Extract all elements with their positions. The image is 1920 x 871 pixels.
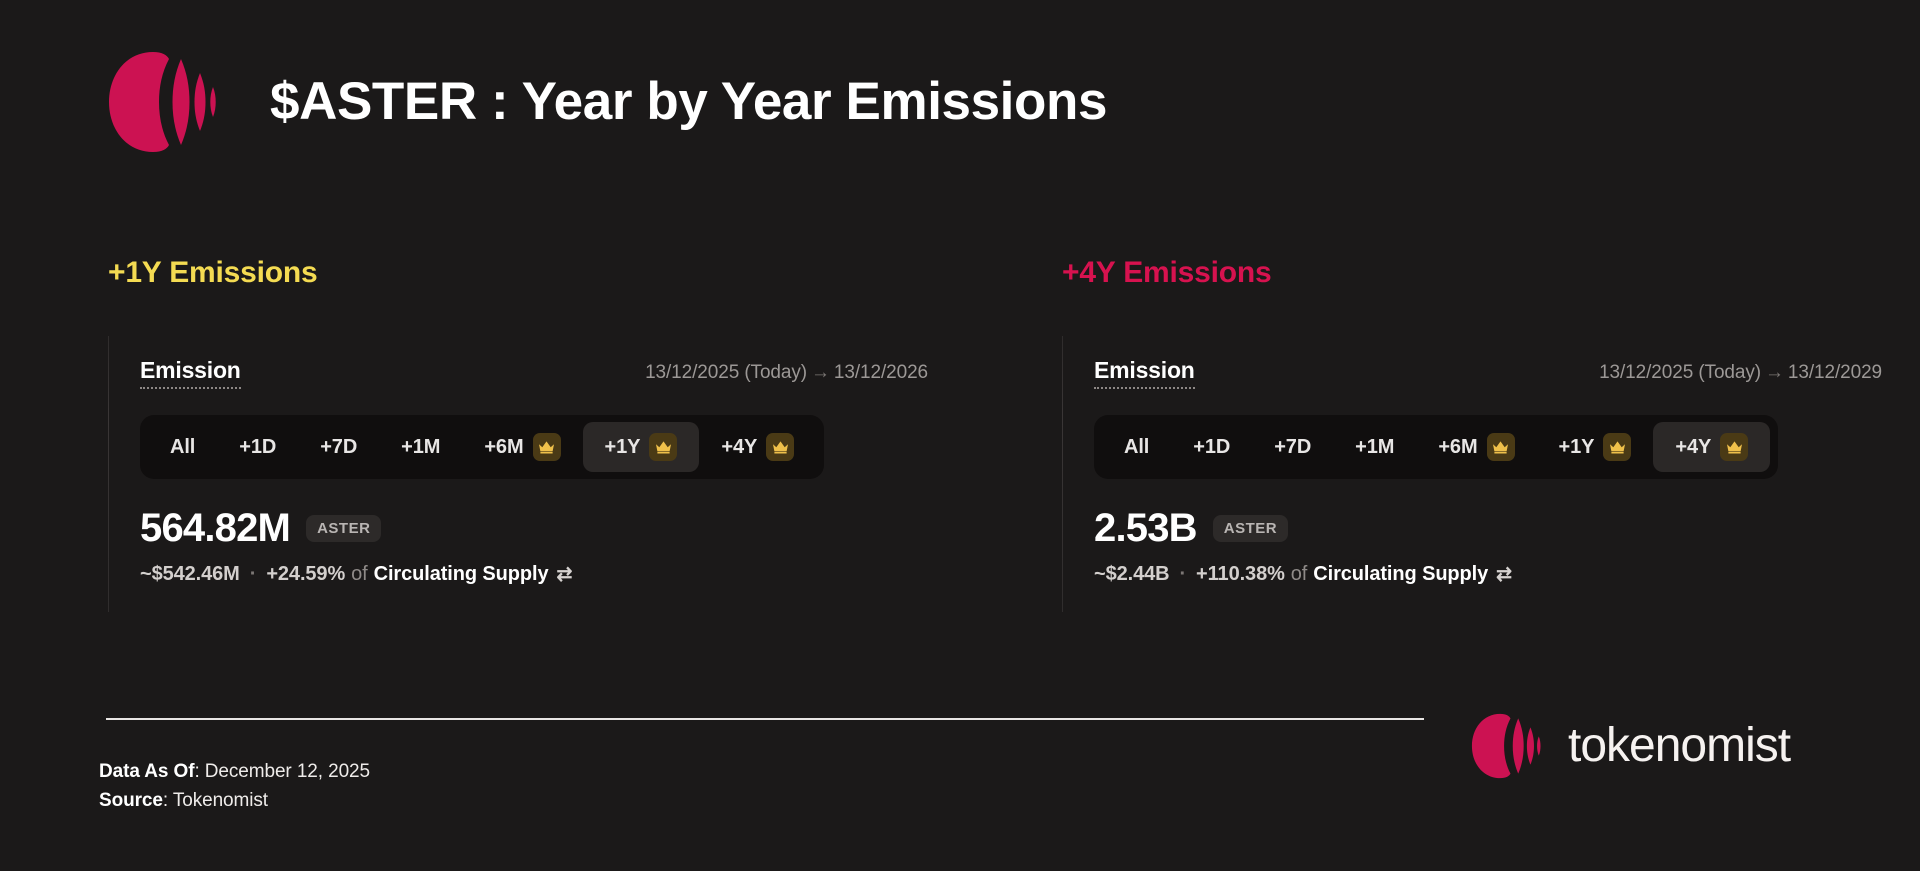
crown-icon: [1486, 433, 1515, 462]
tab-label: +1D: [1193, 435, 1231, 458]
value-row-4y: 2.53B ASTER: [1094, 507, 1882, 549]
metric-label-1y[interactable]: Emission: [140, 358, 241, 390]
tab-label: +6M: [484, 435, 524, 458]
tab-1d-1y[interactable]: +1D: [217, 425, 298, 470]
date-range-4y: 13/12/2025 (Today) → 13/12/2029: [1599, 362, 1882, 384]
tab-label: +6M: [1438, 435, 1478, 458]
tab-6m-1y[interactable]: +6M: [462, 422, 582, 472]
date-from-4y: 13/12/2025 (Today): [1599, 362, 1761, 383]
tab-all-1y[interactable]: All: [148, 425, 217, 470]
metric-label-4y[interactable]: Emission: [1094, 358, 1195, 390]
crown-icon: [1603, 433, 1632, 462]
value-row-1y: 564.82M ASTER: [140, 507, 928, 549]
section-heading-1y: +1Y Emissions: [108, 256, 318, 289]
tokenomist-wordmark: tokenomist: [1568, 719, 1791, 772]
usd-value-4y: ~$2.44B: [1094, 563, 1170, 586]
footer-brand: tokenomist: [1470, 710, 1791, 782]
tab-1m-1y[interactable]: +1M: [379, 425, 462, 470]
tab-label: All: [170, 435, 196, 458]
supply-label-1y: Circulating Supply: [373, 563, 549, 586]
section-heading-4y: +4Y Emissions: [1062, 256, 1272, 289]
date-to-4y: 13/12/2029: [1787, 362, 1882, 383]
tab-label: +1M: [1355, 435, 1395, 458]
token-badge-1y: ASTER: [306, 514, 382, 542]
emissions-columns: +1Y Emissions Emission 13/12/2025 (Today…: [0, 256, 1920, 613]
footer-divider: [106, 718, 1424, 720]
emission-value-4y: 2.53B: [1094, 506, 1198, 551]
source-label: Source: [99, 790, 163, 812]
tab-label: All: [1124, 435, 1150, 458]
tab-7d-1y[interactable]: +7D: [298, 425, 379, 470]
percent-value-1y: +24.59%: [266, 563, 346, 586]
swap-icon[interactable]: ⇄: [556, 564, 573, 586]
tokenomist-logo-icon: [1470, 710, 1542, 782]
crown-icon: [649, 433, 678, 462]
tokenomist-logo-icon: [106, 46, 218, 158]
tab-label: +4Y: [721, 435, 758, 458]
column-4y: +4Y Emissions Emission 13/12/2025 (Today…: [1062, 256, 1920, 613]
date-to-1y: 13/12/2026: [833, 362, 928, 383]
footer-meta: Data As Of: December 12, 2025 Source: To…: [99, 757, 370, 816]
emission-card-4y: Emission 13/12/2025 (Today) → 13/12/2029 A…: [1062, 336, 1882, 613]
tab-1y-4y[interactable]: +1Y: [1537, 422, 1654, 472]
separator-dot: ·: [249, 563, 257, 586]
swap-icon[interactable]: ⇄: [1496, 564, 1512, 586]
usd-value-1y: ~$542.46M: [140, 563, 240, 586]
tab-label: +1Y: [604, 435, 641, 458]
crown-icon: [766, 433, 795, 462]
tab-label: +1M: [401, 435, 441, 458]
card-header-4y: Emission 13/12/2025 (Today) → 13/12/2029: [1094, 358, 1882, 390]
tab-7d-4y[interactable]: +7D: [1252, 425, 1333, 470]
tab-label: +4Y: [1675, 435, 1712, 458]
of-label: of: [351, 563, 368, 586]
tab-label: +1D: [239, 435, 277, 458]
separator-dot: ·: [1179, 563, 1187, 586]
emission-card-1y: Emission 13/12/2025 (Today) → 13/12/2026 A…: [108, 336, 928, 613]
crown-icon: [532, 433, 561, 462]
source-line: Source: Tokenomist: [99, 786, 370, 815]
data-as-of-value: : December 12, 2025: [194, 761, 370, 782]
arrow-right-icon: →: [1765, 362, 1784, 383]
tab-label: +7D: [320, 435, 358, 458]
tab-label: +1Y: [1558, 435, 1595, 458]
value-sub-1y: ~$542.46M · +24.59% of Circulating Suppl…: [140, 563, 928, 586]
tab-1m-4y[interactable]: +1M: [1333, 425, 1416, 470]
value-sub-4y: ~$2.44B · +110.38% of Circulating Supply…: [1094, 563, 1882, 586]
supply-label-4y: Circulating Supply: [1313, 563, 1489, 586]
date-from-1y: 13/12/2025 (Today): [645, 362, 807, 383]
date-range-1y: 13/12/2025 (Today) → 13/12/2026: [645, 362, 928, 384]
source-value: : Tokenomist: [162, 790, 268, 812]
arrow-right-icon: →: [811, 362, 830, 383]
page-title: $ASTER : Year by Year Emissions: [270, 71, 1108, 131]
token-badge-4y: ASTER: [1212, 514, 1289, 542]
emission-value-1y: 564.82M: [140, 506, 291, 551]
tab-all-4y[interactable]: All: [1102, 425, 1171, 470]
of-label: of: [1290, 563, 1308, 586]
tab-4y-4y[interactable]: +4Y: [1653, 422, 1771, 473]
percent-value-4y: +110.38%: [1196, 563, 1285, 586]
crown-icon: [1720, 433, 1749, 462]
range-tabbar-1y: All +1D +7D +1M +6M +1Y +4Y: [140, 415, 825, 480]
data-as-of-line: Data As Of: December 12, 2025: [99, 757, 370, 786]
tab-1d-4y[interactable]: +1D: [1171, 425, 1252, 470]
data-as-of-label: Data As Of: [99, 761, 195, 782]
column-1y: +1Y Emissions Emission 13/12/2025 (Today…: [108, 256, 966, 613]
tab-label: +7D: [1274, 435, 1312, 458]
tab-6m-4y[interactable]: +6M: [1416, 422, 1536, 472]
tab-1y-1y[interactable]: +1Y: [582, 422, 700, 473]
range-tabbar-4y: All +1D +7D +1M +6M +1Y +4Y: [1094, 415, 1779, 480]
page-header: $ASTER : Year by Year Emissions: [106, 46, 1107, 158]
card-header-1y: Emission 13/12/2025 (Today) → 13/12/2026: [140, 358, 928, 390]
tab-4y-1y[interactable]: +4Y: [699, 422, 816, 472]
